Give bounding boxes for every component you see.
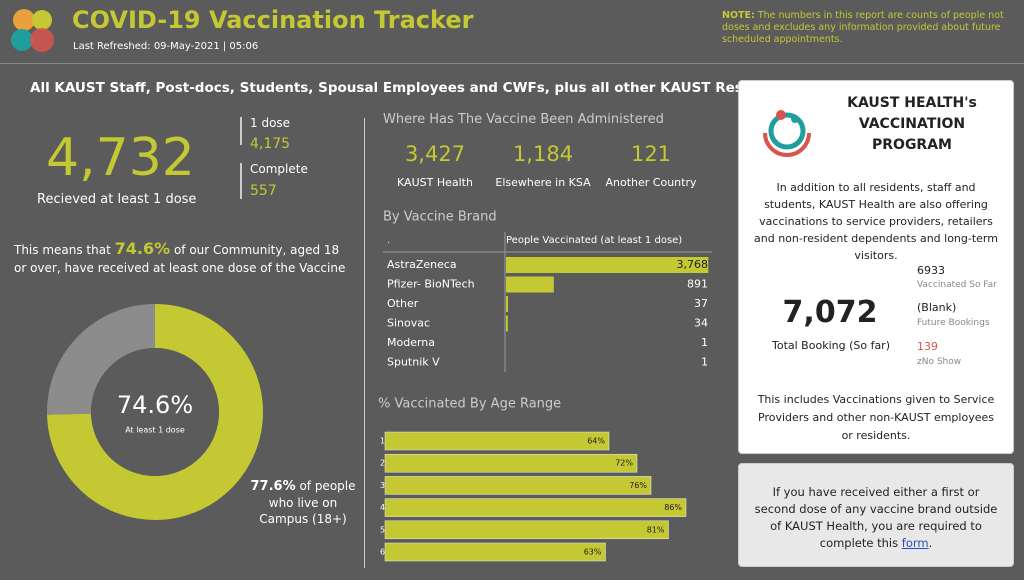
value-label: 64% — [587, 437, 605, 446]
category-label: Pfizer- BioNTech — [387, 278, 475, 291]
health-logo — [757, 103, 817, 163]
note-label: NOTE: — [722, 10, 755, 21]
divider — [0, 63, 1024, 64]
dose1-label: 1 dose — [250, 116, 290, 130]
chart-title: % Vaccinated By Age Range — [378, 397, 561, 412]
no-show: 139 — [917, 340, 938, 353]
bar — [506, 277, 554, 293]
dose1: 4,175 — [250, 136, 290, 152]
center-label: 74.6% — [117, 391, 193, 419]
text: If you have received either a first or s… — [755, 485, 998, 550]
category-label: Other — [387, 297, 419, 310]
text: . — [929, 536, 933, 550]
annotation-value: 77.6% — [251, 479, 296, 494]
bar — [385, 499, 686, 517]
chart-title: By Vaccine Brand — [383, 210, 497, 225]
total-bookings-label: Total Booking (So far) — [763, 339, 899, 352]
bar — [385, 543, 606, 561]
total-bookings: 7,072 — [765, 295, 895, 330]
category-label: Sinovac — [387, 317, 430, 330]
bar — [385, 454, 637, 472]
value-label: 1 — [701, 356, 708, 369]
program-footer: This includes Vaccinations given to Serv… — [755, 391, 997, 445]
bar-mark — [240, 163, 242, 199]
total-label: Recieved at least 1 dose — [37, 192, 196, 207]
form-text: If you have received either a first or s… — [751, 484, 1001, 552]
center-sublabel: At least 1 dose — [125, 426, 185, 435]
future-label: Future Bookings — [917, 318, 990, 328]
where-label: Elsewhere in KSA — [483, 176, 603, 189]
bar — [506, 316, 508, 332]
category-label: Sputnik V — [387, 356, 440, 369]
bar — [385, 476, 651, 494]
value-label: 76% — [629, 481, 647, 490]
program-text: In addition to all residents, staff and … — [751, 179, 1001, 264]
where-value: 3,427 — [375, 142, 495, 166]
vaccinated: 6933 — [917, 264, 945, 277]
pct: 74.6% — [115, 239, 171, 258]
program-title: KAUST HEALTH's VACCINATION PROGRAM — [827, 93, 997, 156]
refreshed: Last Refreshed: 09-May-2021 | 05:06 — [73, 41, 258, 52]
note: NOTE: The numbers in this report are cou… — [722, 10, 1012, 46]
where-label: Another Country — [591, 176, 711, 189]
program-card: KAUST HEALTH's VACCINATION PROGRAM In ad… — [738, 80, 1014, 454]
value-label: 3,768 — [677, 258, 709, 271]
bar — [385, 521, 669, 539]
category-label: AstraZeneca — [387, 258, 457, 271]
logo — [8, 6, 60, 58]
bar-mark — [240, 117, 242, 145]
divider — [364, 118, 365, 568]
banner: All KAUST Staff, Post-docs, Students, Sp… — [30, 80, 790, 96]
title: COVID-19 Vaccination Tracker — [72, 6, 473, 34]
value-label: 34 — [694, 317, 708, 330]
form-link[interactable]: form — [902, 536, 929, 550]
category-label: Moderna — [387, 336, 435, 349]
value-label: 81% — [647, 525, 665, 534]
where-value: 121 — [591, 142, 711, 166]
value-label: 86% — [664, 503, 682, 512]
annotation: 77.6% of people who live on Campus (18+) — [248, 478, 358, 527]
value-label: 63% — [584, 548, 602, 557]
text: This means that — [14, 243, 115, 257]
value-label: 1 — [701, 336, 708, 349]
value-label: 72% — [615, 459, 633, 468]
charts: By Vaccine Brand. People Vaccinated (at l… — [370, 200, 720, 580]
column-header: People Vaccinated (at least 1 dose) — [506, 235, 682, 246]
column-header: . — [387, 235, 390, 246]
value-label: 37 — [694, 297, 708, 310]
total: 4,732 — [46, 128, 195, 188]
form-card: If you have received either a first or s… — [738, 463, 1014, 567]
where-label: KAUST Health — [375, 176, 495, 189]
where-value: 1,184 — [483, 142, 603, 166]
vaccinated-label: Vaccinated So Far — [917, 280, 997, 290]
no-show-label: zNo Show — [917, 357, 961, 367]
bar — [506, 296, 508, 312]
bar — [385, 432, 609, 450]
where-title: Where Has The Vaccine Been Administered — [383, 112, 664, 127]
community: This means that 74.6% of our Community, … — [14, 240, 354, 277]
complete: 557 — [250, 183, 277, 199]
donut-chart: 74.6% At least 1 dose — [0, 290, 370, 574]
note-text: The numbers in this report are counts of… — [722, 10, 1004, 45]
future: (Blank) — [917, 301, 956, 314]
value-label: 891 — [687, 278, 708, 291]
complete-label: Complete — [250, 162, 308, 176]
